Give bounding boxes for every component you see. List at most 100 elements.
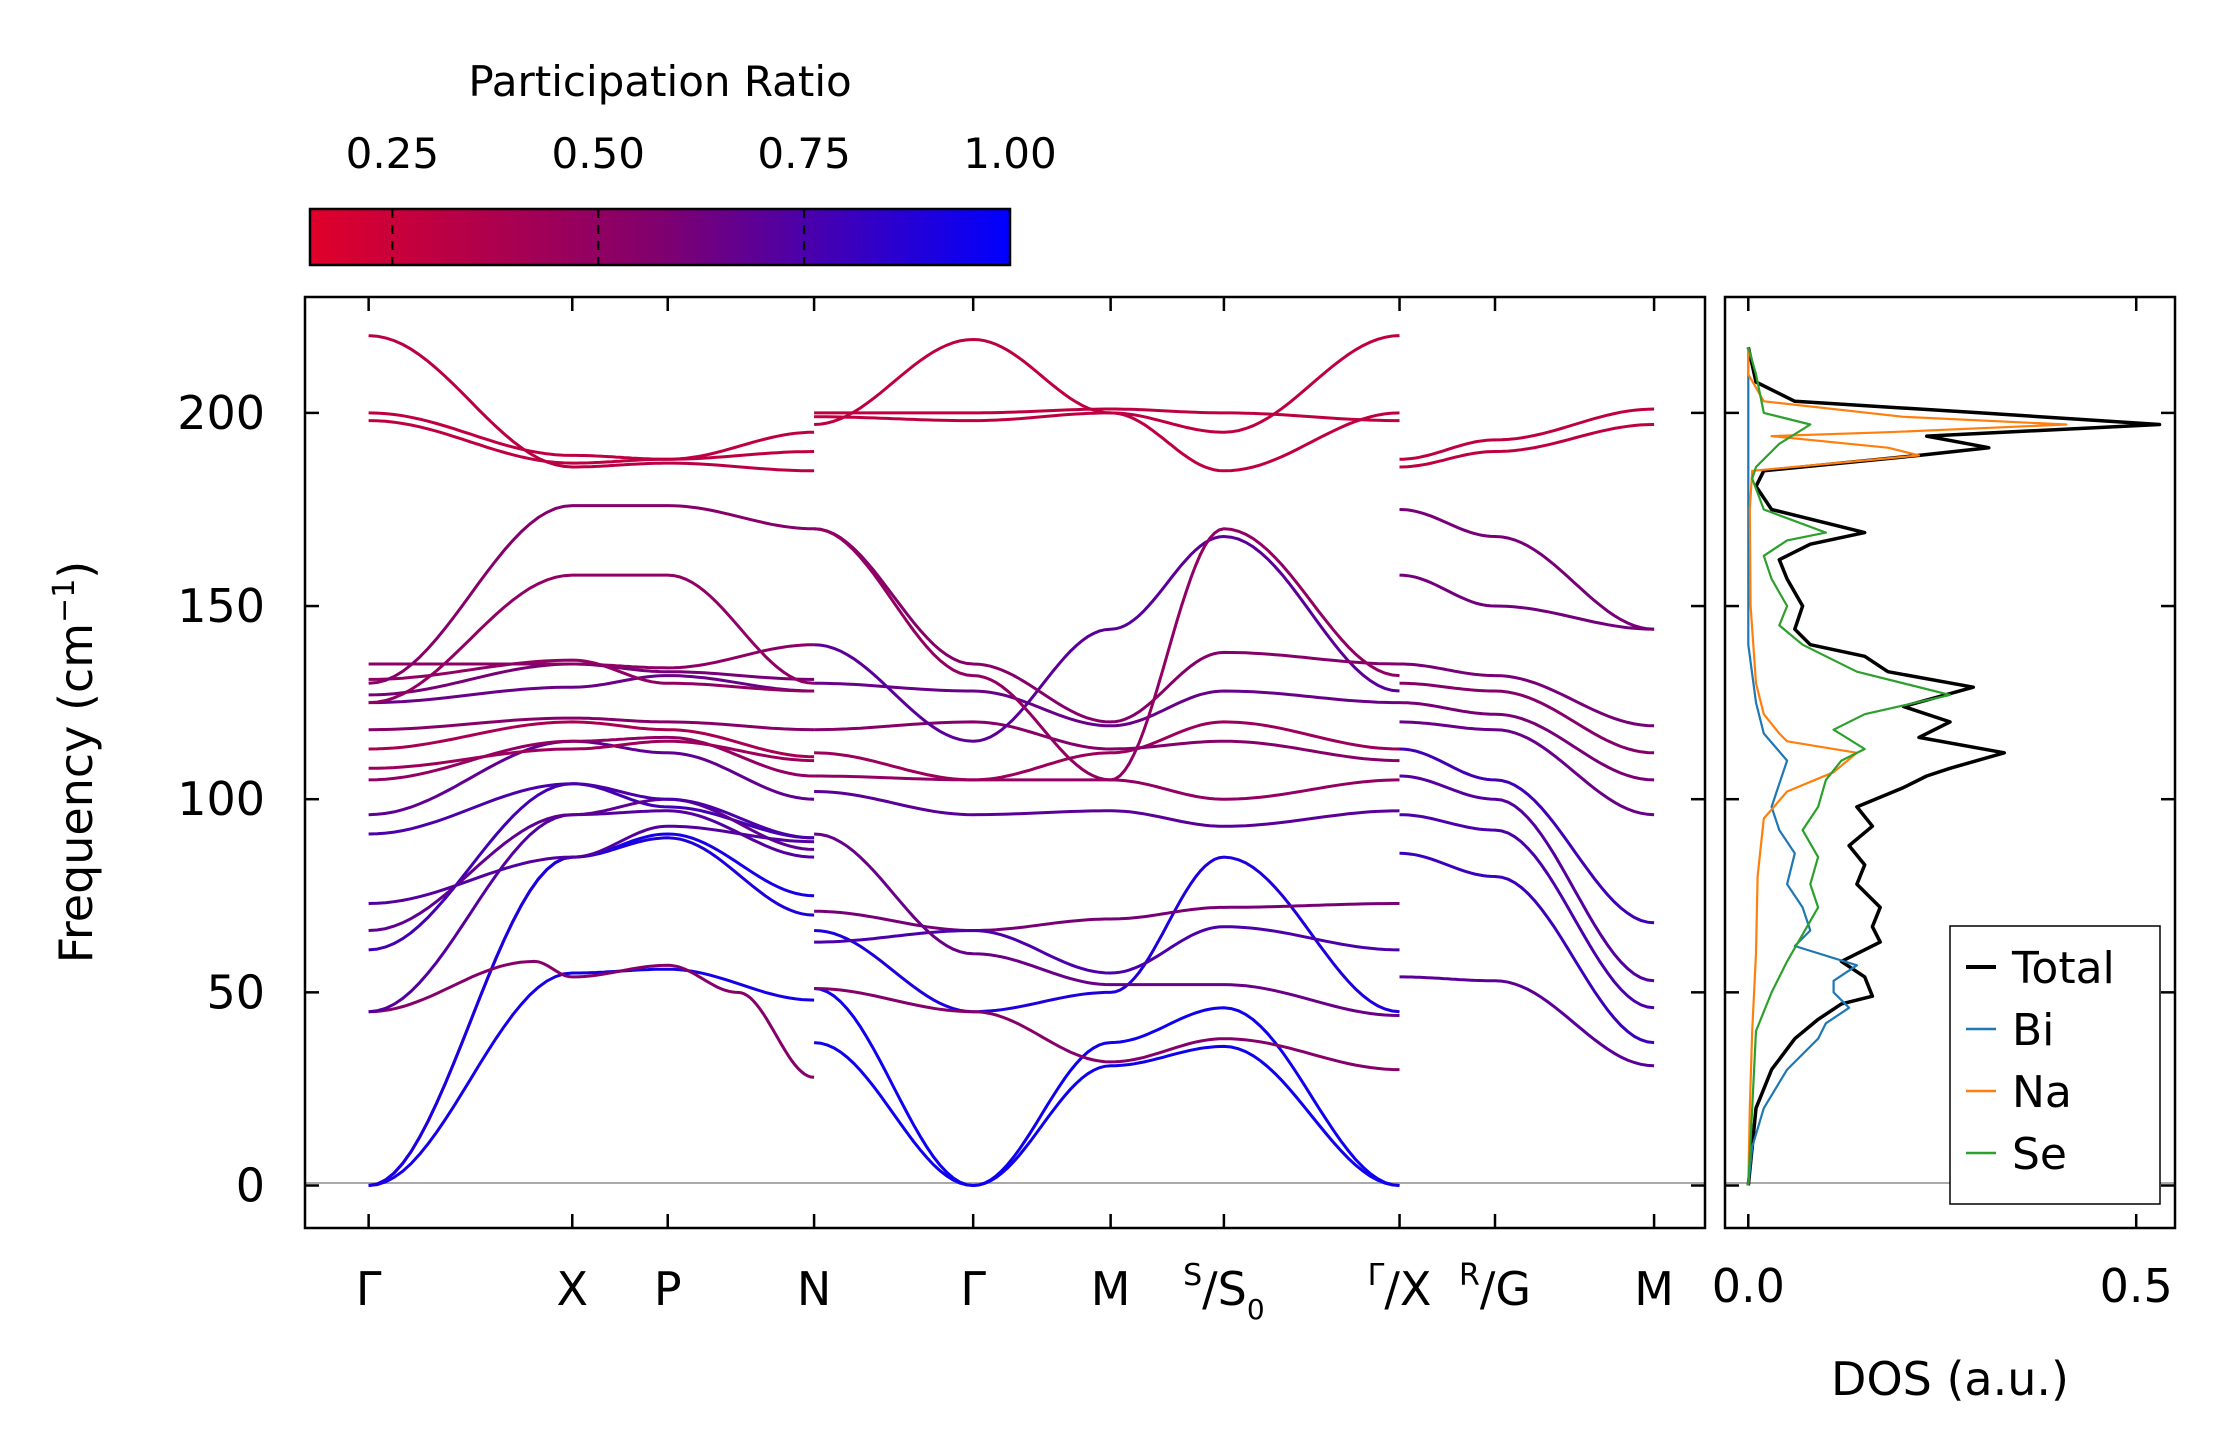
- band-line-0-17: [368, 643, 815, 670]
- band-line-1-13: [813, 527, 1400, 724]
- path-label-main-0: Γ: [356, 1262, 382, 1316]
- band-line-0-5: [368, 782, 815, 952]
- band-line-1-17: [814, 407, 1400, 423]
- path-label-main-5: M: [1091, 1262, 1131, 1316]
- band-line-1-9: [814, 720, 1400, 782]
- dos-x-tick-label-1: 0.5: [2100, 1259, 2173, 1313]
- path-label-3: N: [797, 1262, 831, 1316]
- dispersion-panel: 0 50 100 150 200 Γ X P N Γ M S/S0 Γ/X R/G M Frequency…: [47, 295, 1707, 1326]
- legend-label-se: Se: [2012, 1129, 2067, 1180]
- colorbar-tick-label-3: 1.00: [963, 129, 1057, 178]
- band-line-2-12: [1399, 407, 1655, 461]
- band-line-0-7: [368, 824, 815, 905]
- path-label-7: Γ/X: [1368, 1258, 1432, 1316]
- dos-panel: 0.0 0.5 DOS (a.u.) Total Bi Na Se: [1712, 295, 2177, 1406]
- path-label-6: S/S0: [1183, 1258, 1265, 1326]
- band-line-2-3: [1399, 774, 1655, 983]
- band-line-0-0: [368, 967, 815, 1187]
- path-label-4: Γ: [960, 1262, 986, 1316]
- band-line-1-16: [814, 411, 1400, 473]
- band-lines: [368, 334, 1655, 1188]
- path-label-sub-6: 0: [1247, 1293, 1265, 1326]
- band-line-0-8: [368, 782, 815, 840]
- band-line-0-3: [368, 959, 815, 1079]
- band-line-1-4: [814, 902, 1400, 932]
- path-label-main-9: M: [1634, 1262, 1674, 1316]
- band-line-0-20: [368, 419, 815, 465]
- colorbar-title: Participation Ratio: [468, 57, 851, 106]
- path-label-sup-8: R: [1459, 1258, 1480, 1293]
- y-axis-title-main: Frequency (cm: [49, 623, 103, 963]
- path-label-main-1: X: [557, 1262, 589, 1316]
- dos-line-se: [1747, 346, 1952, 1186]
- legend-box: [1949, 925, 2161, 1205]
- path-label-main-3: N: [797, 1262, 831, 1316]
- band-line-1-7: [814, 790, 1400, 828]
- path-label-sup-7: Γ: [1368, 1258, 1385, 1293]
- band-line-1-14: [813, 527, 1400, 782]
- band-line-2-4: [1399, 747, 1655, 925]
- y-tick-label-0: 0: [236, 1159, 265, 1213]
- path-label-8: R/G: [1459, 1258, 1531, 1316]
- band-line-2-5: [1399, 720, 1655, 817]
- band-line-0-12: [368, 720, 815, 759]
- band-line-2-0: [1399, 975, 1655, 1068]
- band-line-2-11: [1399, 423, 1655, 469]
- band-line-0-2: [368, 836, 815, 1187]
- colorbar-tick-label-1: 0.50: [551, 129, 645, 178]
- path-label-1: X: [557, 1262, 589, 1316]
- band-line-0-14: [368, 674, 815, 705]
- band-line-1-11: [814, 681, 1400, 728]
- band-line-2-7: [1399, 681, 1655, 755]
- band-line-1-5: [814, 925, 1400, 975]
- dos-x-tick-label-0: 0.0: [1712, 1259, 1785, 1313]
- band-line-0-18: [368, 573, 815, 705]
- path-label-main-6: /S: [1202, 1262, 1247, 1316]
- y-tick-label-4: 200: [177, 386, 265, 440]
- colorbar-tick-label-2: 0.75: [757, 129, 851, 178]
- band-line-0-6: [368, 797, 815, 932]
- legend-label-total: Total: [2011, 943, 2115, 994]
- y-tick-label-1: 50: [206, 965, 265, 1019]
- band-line-0-21: [368, 411, 815, 461]
- path-label-main-7: /X: [1384, 1262, 1431, 1316]
- band-line-1-0: [813, 987, 1400, 1188]
- dos-ticks: 0.0 0.5: [1712, 297, 2175, 1313]
- path-label-main-4: Γ: [960, 1262, 986, 1316]
- path-label-5: M: [1091, 1262, 1131, 1316]
- path-label-9: M: [1634, 1262, 1674, 1316]
- band-line-0-13: [368, 716, 815, 732]
- band-line-1-1: [813, 1041, 1400, 1188]
- band-line-2-6: [1399, 701, 1655, 782]
- band-line-0-19: [368, 504, 815, 685]
- band-line-1-10: [814, 720, 1400, 763]
- y-tick-label-3: 150: [177, 579, 265, 633]
- y-axis-title: Frequency (cm−1): [47, 561, 103, 964]
- band-line-1-2: [814, 855, 1400, 1014]
- path-label-main-8: /G: [1480, 1262, 1531, 1316]
- y-axis-title-sup: −1: [47, 579, 82, 623]
- dos-x-axis-title: DOS (a.u.): [1831, 1352, 2069, 1406]
- colorbar-ticks: 0.25 0.50 0.75 1.00: [346, 129, 1057, 265]
- dos-frame: [1723, 295, 2177, 1230]
- band-line-0-10: [368, 735, 815, 782]
- band-line-0-15: [368, 662, 815, 697]
- dos-legend: Total Bi Na Se: [1949, 925, 2161, 1205]
- band-line-1-6: [813, 832, 1400, 1017]
- band-line-1-12: [814, 534, 1400, 743]
- legend-label-bi: Bi: [2012, 1005, 2054, 1056]
- colorbar-tick-label-0: 0.25: [346, 129, 440, 178]
- dos-line-bi: [1747, 347, 1858, 1186]
- band-line-2-10: [1399, 508, 1655, 631]
- band-line-0-11: [368, 739, 815, 770]
- band-line-2-2: [1399, 813, 1655, 1010]
- path-label-2: P: [654, 1262, 682, 1316]
- band-line-2-9: [1399, 573, 1655, 631]
- path-ticks: Γ X P N Γ M S/S0 Γ/X R/G M: [356, 297, 1674, 1326]
- path-label-0: Γ: [356, 1262, 382, 1316]
- y-tick-label-2: 100: [177, 772, 265, 826]
- path-label-main-2: P: [654, 1262, 682, 1316]
- dos-line-na: [1747, 347, 2068, 1186]
- legend-label-na: Na: [2012, 1067, 2072, 1118]
